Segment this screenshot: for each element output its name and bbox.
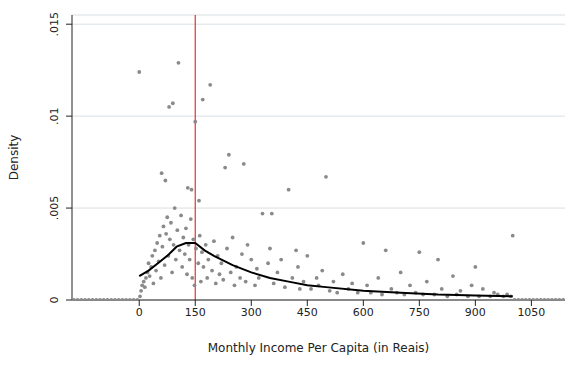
- svg-text:450: 450: [297, 306, 318, 319]
- svg-text:1050: 1050: [517, 306, 545, 319]
- svg-text:150: 150: [185, 306, 206, 319]
- svg-text:0: 0: [136, 306, 143, 319]
- svg-text:600: 600: [353, 306, 374, 319]
- svg-text:750: 750: [409, 306, 430, 319]
- svg-text:Monthly Income Per Capita (in: Monthly Income Per Capita (in Reais): [208, 341, 430, 355]
- svg-text:300: 300: [241, 306, 262, 319]
- svg-text:.01: .01: [48, 107, 61, 125]
- svg-text:.015: .015: [48, 12, 61, 37]
- svg-text:900: 900: [465, 306, 486, 319]
- svg-text:0: 0: [48, 297, 61, 304]
- svg-text:Density: Density: [8, 135, 21, 181]
- svg-text:.005: .005: [48, 196, 61, 221]
